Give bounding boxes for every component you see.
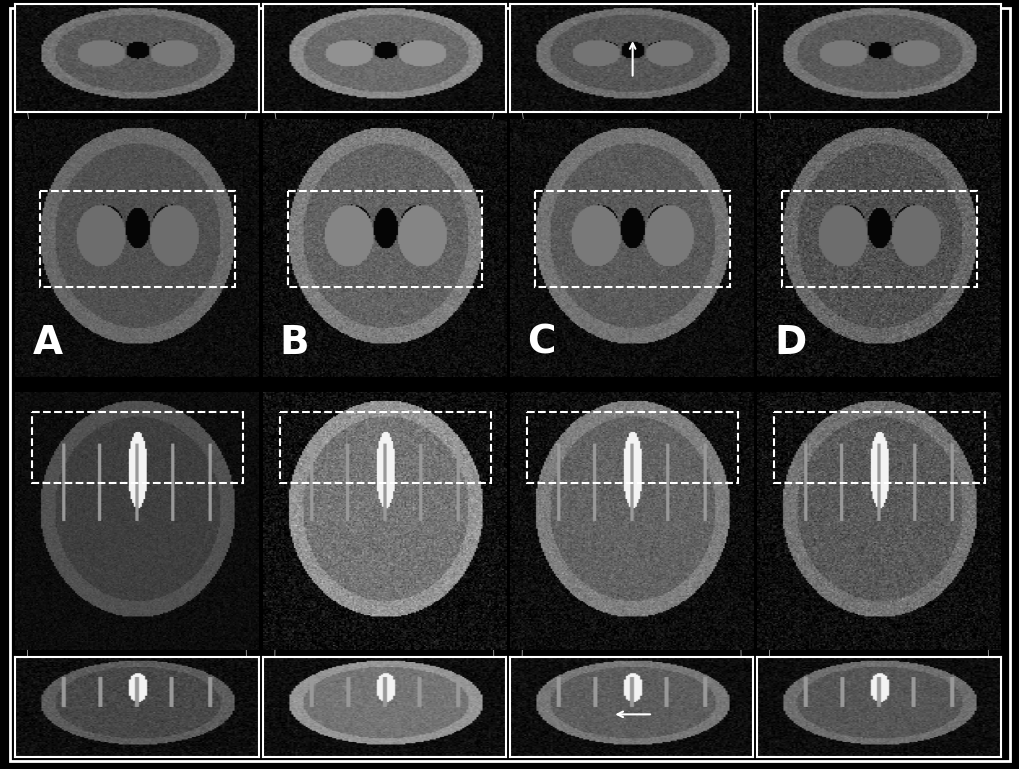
Bar [41,191,234,288]
Bar [527,412,737,483]
Text: A: A [33,324,62,362]
Bar [535,191,729,288]
Bar [33,412,243,483]
Bar [279,412,490,483]
Text: B: B [279,324,309,362]
Bar [782,191,976,288]
Bar [773,412,984,483]
Text: C: C [527,324,555,362]
Bar [287,191,482,288]
Text: D: D [773,324,806,362]
